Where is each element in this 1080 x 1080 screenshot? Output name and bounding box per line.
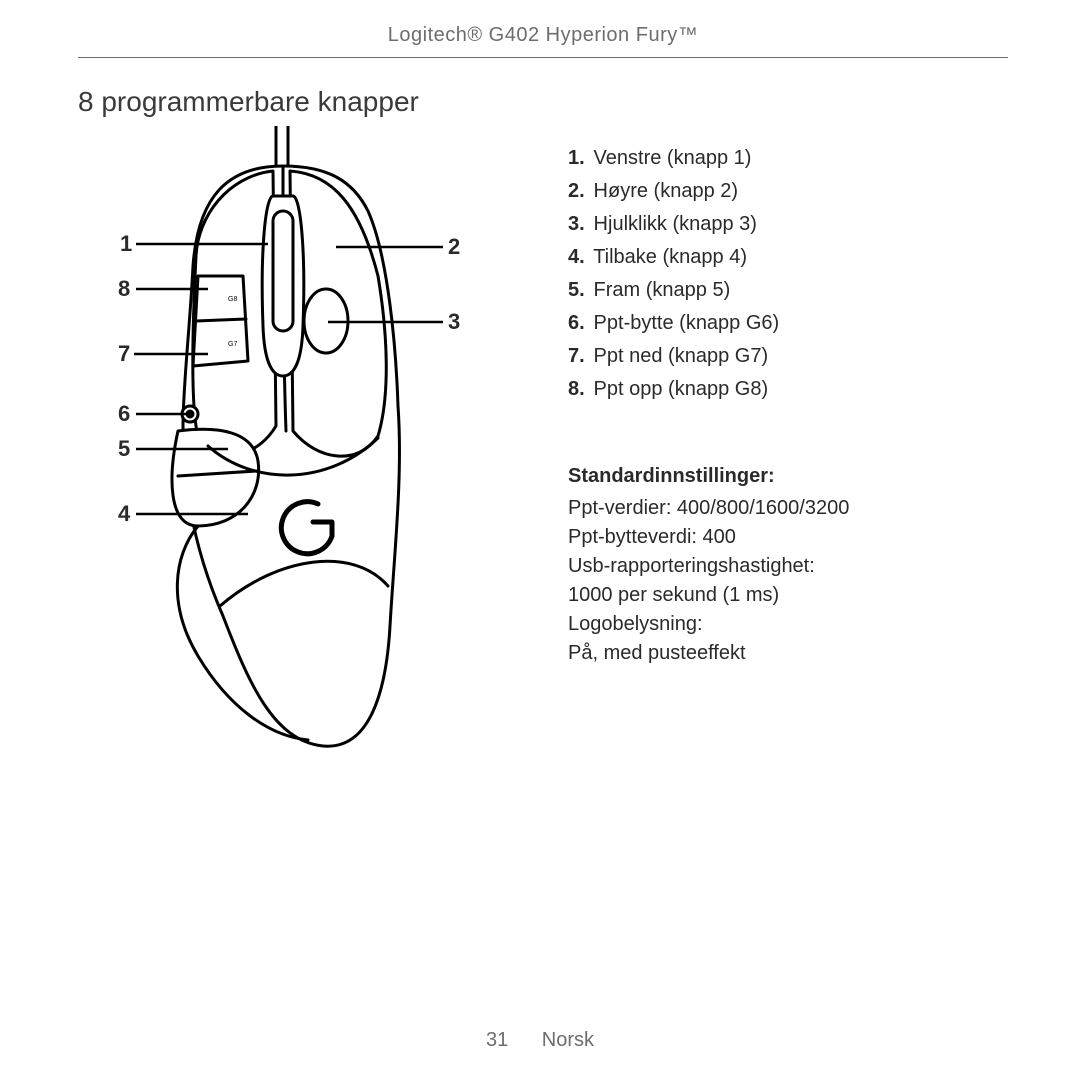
settings-line: På, med pusteeffekt bbox=[568, 639, 1008, 668]
settings-line: 1000 per sekund (1 ms) bbox=[568, 581, 1008, 610]
button-list-item: 6. Ppt-bytte (knapp G6) bbox=[568, 307, 1008, 339]
button-list-number: 1. bbox=[568, 142, 588, 174]
callout-number-7: 7 bbox=[118, 341, 130, 367]
mouse-diagram: G8 G7 bbox=[78, 126, 538, 776]
callout-number-6: 6 bbox=[118, 401, 130, 427]
button-list-number: 2. bbox=[568, 175, 588, 207]
button-list-number: 8. bbox=[568, 373, 588, 405]
button-list-item: 8. Ppt opp (knapp G8) bbox=[568, 373, 1008, 405]
callout-number-2: 2 bbox=[448, 234, 460, 260]
page-language: Norsk bbox=[542, 1029, 594, 1051]
product-name: Logitech® G402 Hyperion Fury™ bbox=[388, 24, 699, 46]
callout-number-5: 5 bbox=[118, 436, 130, 462]
button-list-number: 5. bbox=[568, 274, 588, 306]
callout-number-4: 4 bbox=[118, 501, 130, 527]
button-list-number: 6. bbox=[568, 307, 588, 339]
button-list-item: 3. Hjulklikk (knapp 3) bbox=[568, 208, 1008, 240]
settings-body: Ppt-verdier: 400/800/1600/3200Ppt-byttev… bbox=[568, 494, 1008, 668]
button-list-number: 3. bbox=[568, 208, 588, 240]
section-title: 8 programmerbare knapper bbox=[78, 86, 1008, 118]
button-list-item: 7. Ppt ned (knapp G7) bbox=[568, 340, 1008, 372]
page-footer: 31 Norsk bbox=[0, 1029, 1080, 1052]
settings-line: Logobelysning: bbox=[568, 610, 1008, 639]
callout-number-8: 8 bbox=[118, 276, 130, 302]
svg-text:G7: G7 bbox=[228, 341, 237, 348]
settings-heading: Standardinnstillinger: bbox=[568, 465, 1008, 488]
button-list-number: 4. bbox=[568, 241, 588, 273]
svg-text:G8: G8 bbox=[228, 296, 237, 303]
button-list-item: 5. Fram (knapp 5) bbox=[568, 274, 1008, 306]
button-list: 1. Venstre (knapp 1)2. Høyre (knapp 2)3.… bbox=[568, 142, 1008, 405]
button-list-item: 1. Venstre (knapp 1) bbox=[568, 142, 1008, 174]
manual-page: Logitech® G402 Hyperion Fury™ 8 programm… bbox=[0, 0, 1080, 1080]
button-list-item: 2. Høyre (knapp 2) bbox=[568, 175, 1008, 207]
callout-number-1: 1 bbox=[120, 231, 132, 257]
callout-number-3: 3 bbox=[448, 309, 460, 335]
content-row: G8 G7 bbox=[78, 126, 1008, 776]
button-list-number: 7. bbox=[568, 340, 588, 372]
settings-line: Ppt-bytteverdi: 400 bbox=[568, 523, 1008, 552]
mouse-svg: G8 G7 bbox=[78, 126, 538, 776]
button-list-item: 4. Tilbake (knapp 4) bbox=[568, 241, 1008, 273]
settings-line: Ppt-verdier: 400/800/1600/3200 bbox=[568, 494, 1008, 523]
page-number: 31 bbox=[486, 1029, 508, 1051]
settings-line: Usb-rapporteringshastighet: bbox=[568, 552, 1008, 581]
text-column: 1. Venstre (knapp 1)2. Høyre (knapp 2)3.… bbox=[568, 126, 1008, 776]
page-header: Logitech® G402 Hyperion Fury™ bbox=[78, 24, 1008, 58]
